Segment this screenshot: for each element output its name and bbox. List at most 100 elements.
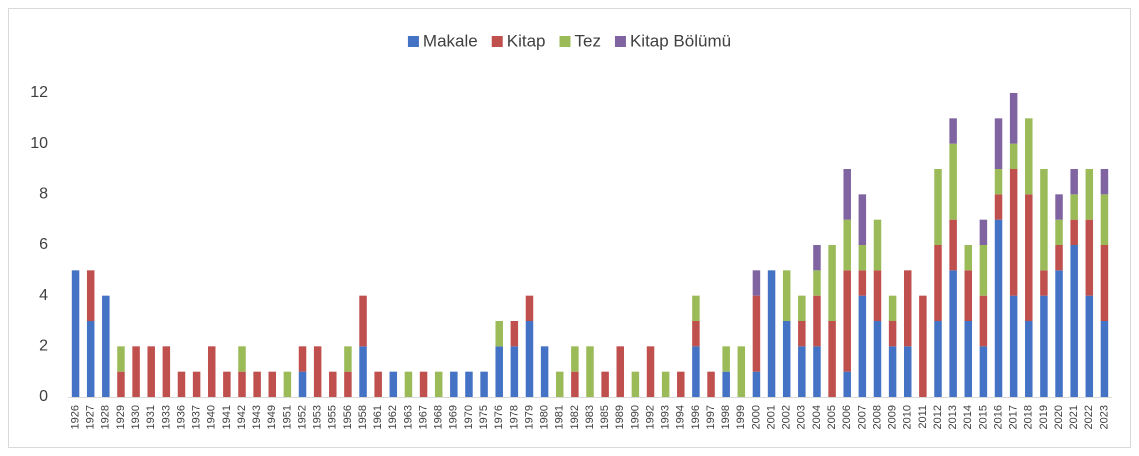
- bar-segment: [147, 346, 155, 397]
- x-tick-label: 2022: [1083, 405, 1095, 429]
- x-tick-label: 1998: [720, 405, 732, 429]
- bar-segment: [903, 270, 912, 347]
- bar-segment: [677, 371, 685, 397]
- bar-segment: [117, 371, 125, 397]
- x-tick-label: 1936: [175, 405, 187, 429]
- bar-segment: [782, 321, 791, 397]
- bar-segment: [692, 346, 700, 397]
- bar-segment: [1040, 169, 1048, 271]
- bar-segment: [132, 346, 140, 397]
- x-tick-label: 2019: [1038, 405, 1050, 429]
- bar-segment: [843, 371, 851, 397]
- bar-segment: [1009, 93, 1018, 144]
- bar-segment: [450, 371, 458, 397]
- x-tick-label: 1929: [115, 405, 127, 429]
- bar-segment: [979, 346, 988, 397]
- x-tick-label: 2004: [811, 405, 823, 429]
- legend-swatch: [614, 36, 626, 47]
- bar-segment: [767, 270, 776, 397]
- y-tick-label: 12: [30, 84, 48, 101]
- bar-segment: [419, 371, 428, 397]
- x-tick-label: 2003: [796, 405, 808, 429]
- bar-segment: [828, 245, 836, 321]
- x-tick-label: 1943: [251, 405, 263, 429]
- bar-segment: [571, 371, 579, 397]
- bar-segment: [86, 321, 95, 397]
- bar-segment: [994, 169, 1003, 195]
- bar-segment: [434, 371, 443, 397]
- bar-segment: [813, 245, 821, 271]
- bar-segment: [979, 219, 988, 245]
- legend-swatch: [491, 36, 503, 47]
- x-tick-label: 1941: [221, 405, 233, 429]
- x-tick-label: 1983: [584, 405, 596, 429]
- x-tick-label: 2018: [1023, 405, 1035, 429]
- x-tick-label: 1937: [191, 405, 203, 429]
- bar-segment: [1085, 169, 1094, 220]
- x-tick-label: 1961: [372, 405, 384, 429]
- bar-segment: [646, 346, 655, 397]
- y-tick-label: 2: [39, 338, 48, 355]
- bar-segment: [253, 371, 261, 397]
- bar-segment: [374, 371, 382, 397]
- bar-segment: [1025, 118, 1033, 195]
- x-tick-label: 1926: [69, 405, 81, 429]
- x-tick-label: 2014: [962, 405, 974, 429]
- bar-segment: [86, 270, 95, 321]
- bar-segment: [177, 371, 186, 397]
- legend-swatch: [407, 36, 419, 47]
- x-tick-label: 2016: [992, 405, 1004, 429]
- bar-segment: [480, 371, 488, 397]
- x-tick-label: 1996: [690, 405, 702, 429]
- bar-segment: [858, 270, 867, 296]
- legend-label: Kitap Bölümü: [630, 31, 731, 50]
- bar-segment: [495, 346, 503, 397]
- bar-segment: [692, 295, 700, 321]
- x-tick-label: 1963: [402, 405, 414, 429]
- bar-segment: [389, 371, 398, 397]
- bar-segment: [404, 371, 413, 397]
- bar-segment: [1100, 245, 1109, 321]
- bar-segment: [359, 346, 367, 397]
- x-tick-label: 1928: [100, 405, 112, 429]
- x-tick-label: 2010: [902, 405, 914, 429]
- bar-segment: [268, 371, 277, 397]
- x-tick-label: 1968: [433, 405, 445, 429]
- x-tick-label: 1982: [569, 405, 581, 429]
- bar-segment: [525, 295, 534, 321]
- bar-segment: [919, 295, 927, 397]
- bar-segment: [298, 371, 307, 397]
- bar-segment: [1085, 295, 1094, 397]
- bar-segment: [329, 371, 337, 397]
- bar-segment: [1070, 194, 1078, 220]
- bar-segment: [692, 321, 700, 347]
- bar-segment: [782, 270, 791, 321]
- x-tick-label: 1975: [478, 405, 490, 429]
- x-tick-label: 1962: [387, 405, 399, 429]
- bar-segment: [1100, 169, 1109, 195]
- bar-segment: [1025, 194, 1033, 321]
- x-tick-label: 1956: [342, 405, 354, 429]
- bar-segment: [964, 245, 973, 271]
- bar-segment: [949, 143, 957, 220]
- bar-segment: [359, 295, 367, 347]
- bar-segment: [313, 346, 322, 397]
- x-tick-label: 1976: [493, 405, 505, 429]
- x-tick-label: 2021: [1068, 405, 1080, 429]
- bar-segment: [752, 270, 761, 296]
- bar-segment: [828, 321, 836, 397]
- bar-segment: [1025, 321, 1033, 397]
- x-tick-label: 2002: [781, 405, 793, 429]
- bar-segment: [873, 270, 882, 321]
- bar-segment: [1040, 270, 1048, 296]
- bar-segment: [1055, 219, 1063, 245]
- bar-segment: [737, 346, 746, 397]
- x-tick-label: 1990: [629, 405, 641, 429]
- bar-segment: [934, 321, 942, 397]
- bar-segment: [1070, 245, 1078, 397]
- x-tick-label: 1978: [508, 405, 520, 429]
- x-tick-label: 1969: [448, 405, 460, 429]
- bar-segment: [903, 346, 912, 397]
- bar-segment: [752, 295, 761, 372]
- bar-segment: [571, 346, 579, 372]
